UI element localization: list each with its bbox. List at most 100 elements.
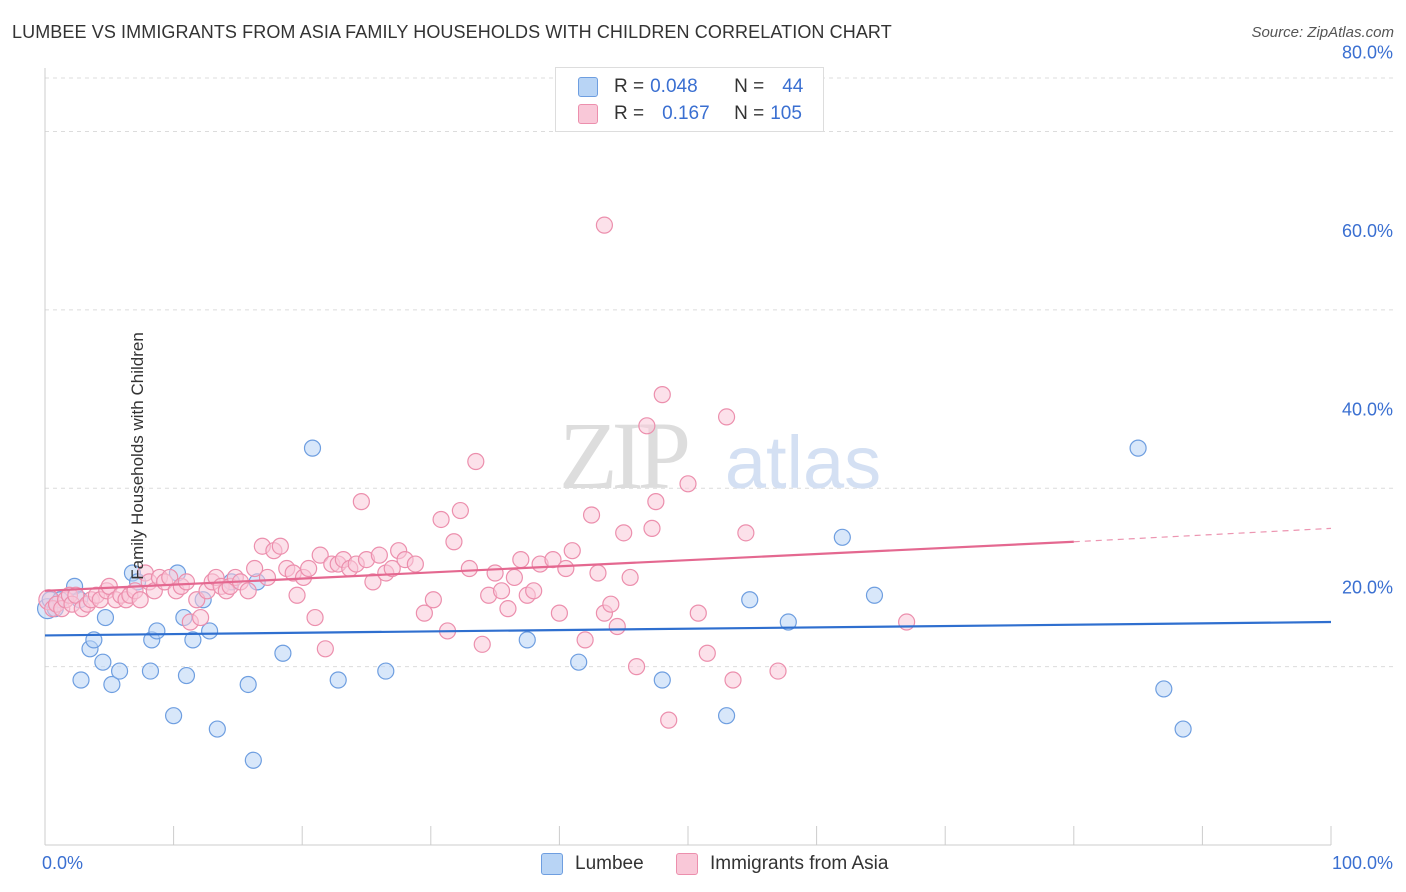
point-lumbee	[96, 608, 115, 627]
legend-n-value: 44	[782, 76, 804, 97]
legend-r-value: 0.167	[662, 103, 710, 124]
point-asia	[717, 408, 736, 426]
point-asia	[177, 573, 196, 591]
legend-row-lumbee: R = 0.048 N = 44	[578, 74, 803, 100]
point-asia	[499, 600, 517, 618]
point-asia	[467, 452, 485, 471]
point-asia	[451, 501, 469, 520]
point-asia	[576, 631, 594, 649]
point-lumbee	[201, 622, 219, 640]
point-asia	[258, 568, 277, 587]
tick-label-layer: 20.0% 40.0% 60.0% 80.0% 0.0% 100.0%	[42, 43, 1393, 873]
point-lumbee	[184, 631, 202, 649]
legend-r-value: 0.048	[650, 76, 698, 97]
point-lumbee	[1129, 439, 1147, 457]
point-lumbee	[570, 653, 588, 671]
point-asia	[432, 510, 450, 529]
legend-r-label: R =	[614, 76, 645, 97]
y-tick-label: 60.0%	[1342, 221, 1393, 241]
point-lumbee	[329, 671, 347, 689]
trend-line-lumbee	[44, 620, 1332, 637]
point-asia	[415, 604, 433, 622]
point-asia	[424, 591, 442, 609]
bottom-legend-lumbee: Lumbee	[541, 851, 644, 877]
point-asia	[608, 617, 626, 636]
legend-swatch-asia	[578, 104, 598, 124]
point-asia	[473, 635, 491, 653]
point-asia	[653, 386, 671, 404]
point-lumbee	[72, 671, 90, 689]
x-tick-label: 100.0%	[1332, 853, 1393, 873]
legend-n-label: N =	[734, 103, 765, 124]
bottom-legend-label-asia: Immigrants from Asia	[710, 853, 889, 874]
point-asia	[512, 551, 530, 569]
legend-swatch-lumbee	[578, 77, 598, 97]
point-asia	[698, 644, 716, 662]
point-asia	[445, 533, 463, 551]
x-tick-label: 0.0%	[42, 853, 83, 873]
point-lumbee	[148, 622, 166, 640]
point-asia	[602, 595, 620, 613]
point-asia	[769, 662, 787, 680]
point-asia	[131, 591, 149, 609]
point-asia	[643, 519, 661, 537]
y-tick-label: 40.0%	[1342, 399, 1393, 419]
point-lumbee	[1174, 720, 1192, 738]
point-lumbee	[103, 675, 121, 694]
point-asia	[724, 671, 742, 689]
point-asia	[621, 568, 639, 587]
point-lumbee	[165, 707, 183, 725]
point-asia	[288, 586, 306, 604]
point-asia	[595, 216, 614, 234]
watermark-zip: ZIP	[559, 402, 688, 509]
y-axis-label: Family Households with Children	[127, 332, 147, 580]
point-asia	[383, 559, 401, 578]
point-asia	[364, 573, 382, 591]
point-lumbee	[110, 662, 129, 680]
trend-line-asia	[44, 540, 1074, 592]
point-asia	[737, 524, 755, 542]
point-asia	[563, 542, 581, 560]
point-lumbee	[208, 720, 226, 738]
watermark-atlas: atlas	[725, 421, 881, 504]
correlation-legend: R = 0.048 N = 44 R = 0.167 N = 105	[555, 67, 824, 132]
point-asia	[192, 608, 210, 627]
y-tick-label: 20.0%	[1342, 578, 1393, 598]
point-asia	[689, 604, 707, 622]
point-asia	[525, 582, 543, 600]
chart-title: LUMBEE VS IMMIGRANTS FROM ASIA FAMILY HO…	[12, 22, 892, 42]
point-asia	[406, 555, 424, 573]
point-lumbee	[244, 751, 262, 769]
point-asia	[505, 568, 523, 587]
source-label: Source: ZipAtlas.com	[1251, 24, 1394, 41]
point-lumbee	[518, 631, 536, 649]
legend-n-value: 105	[770, 103, 802, 124]
point-asia	[557, 559, 575, 578]
point-asia	[246, 559, 264, 578]
point-asia	[370, 546, 388, 564]
point-lumbee	[653, 671, 671, 689]
point-asia	[316, 640, 334, 658]
point-asia	[589, 564, 607, 582]
point-lumbee	[177, 666, 196, 685]
point-asia	[306, 608, 324, 627]
watermark: ZIP atlas	[559, 402, 881, 509]
point-asia	[898, 613, 916, 631]
point-asia	[352, 493, 370, 511]
trend-line-asia-extension	[1073, 527, 1332, 543]
trend-layer	[44, 527, 1332, 637]
point-asia	[311, 546, 329, 564]
point-asia	[486, 564, 504, 582]
point-lumbee	[779, 613, 797, 631]
y-tick-label: 80.0%	[1342, 43, 1393, 63]
point-lumbee	[717, 707, 736, 725]
point-asia	[627, 658, 646, 676]
point-asia	[492, 582, 511, 600]
point-asia	[660, 711, 678, 729]
point-asia	[647, 493, 665, 511]
point-asia	[679, 475, 697, 493]
point-lumbee	[274, 644, 292, 662]
point-lumbee	[865, 586, 884, 604]
point-asia	[271, 537, 289, 555]
